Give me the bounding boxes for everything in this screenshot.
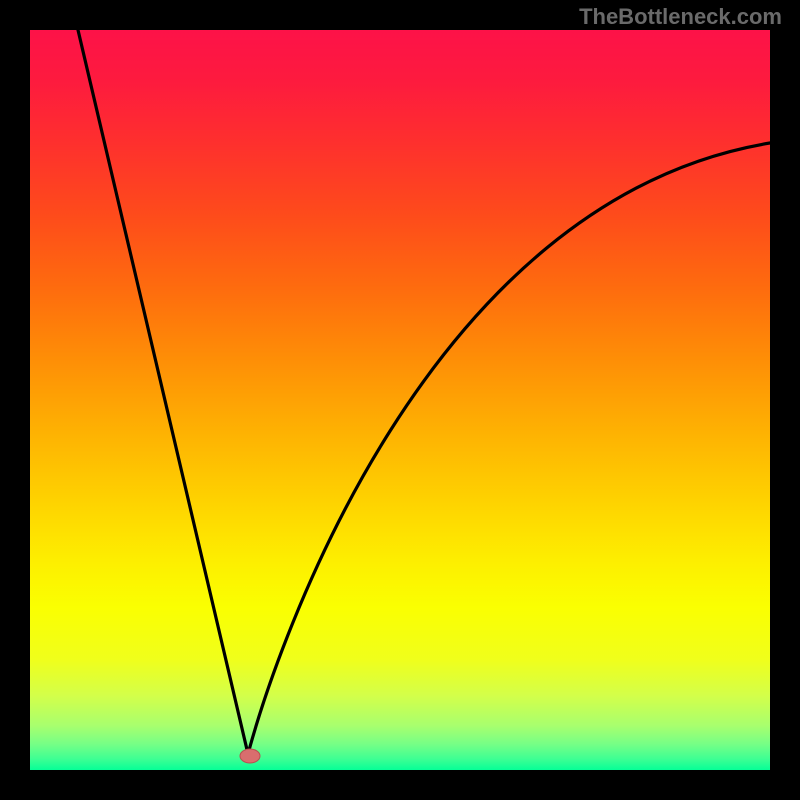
gradient-v-chart bbox=[0, 0, 800, 800]
minimum-marker bbox=[240, 749, 260, 763]
plot-background bbox=[30, 30, 770, 770]
chart-container: TheBottleneck.com bbox=[0, 0, 800, 800]
